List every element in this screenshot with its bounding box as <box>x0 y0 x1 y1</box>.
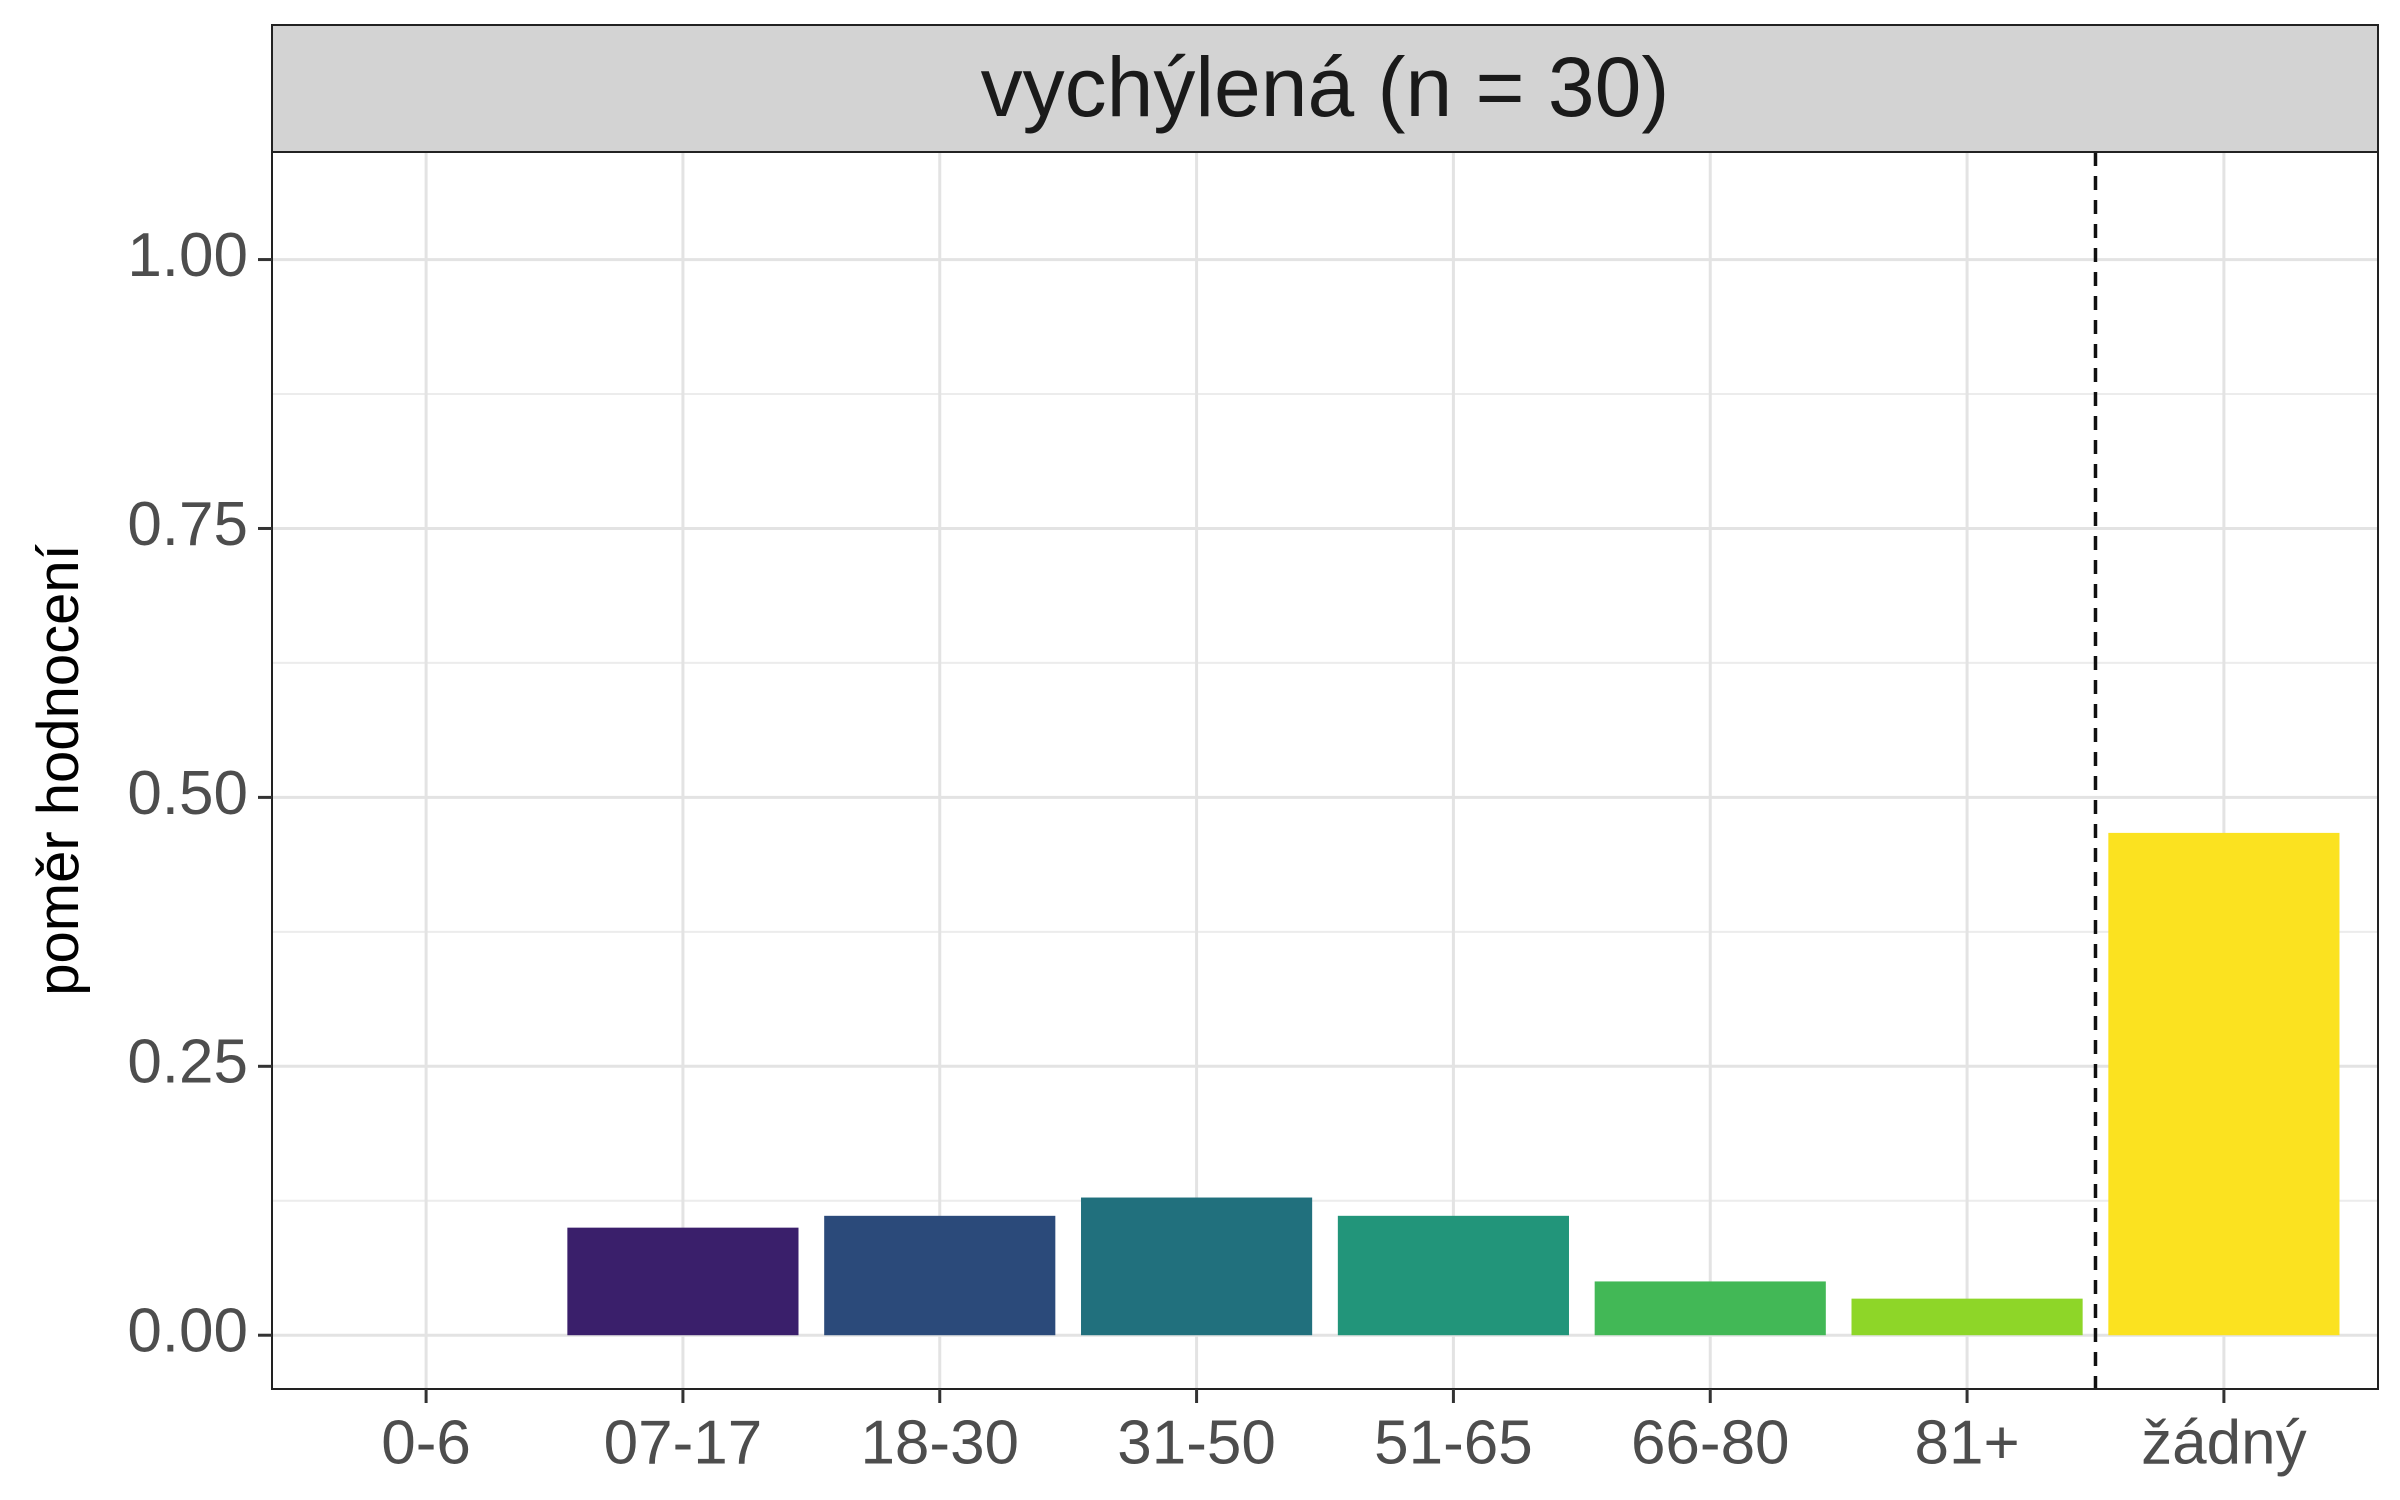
plot-border <box>271 151 2379 1390</box>
grid-lines <box>272 152 2378 1389</box>
y-tick-label: 1.00 <box>127 221 248 290</box>
bar-31-50 <box>1081 1197 1313 1336</box>
y-tick-label: 0.25 <box>127 1028 248 1097</box>
x-tick-label: 0-6 <box>381 1408 471 1477</box>
facet-strip <box>271 24 2379 153</box>
bar-51-65 <box>1337 1215 1569 1336</box>
bar-81+ <box>1851 1298 2083 1336</box>
bar-66-80 <box>1594 1281 1826 1336</box>
y-tick-label: 0.75 <box>127 490 248 559</box>
bars <box>567 832 2340 1336</box>
plot-panel <box>272 152 2378 1389</box>
chart-title: vychýlená (n = 30) <box>981 40 1670 134</box>
bar-07-17 <box>567 1227 799 1336</box>
y-axis: 0.00 0.25 0.50 0.75 1.00 <box>127 221 272 1366</box>
x-tick-label: 18-30 <box>860 1408 1019 1477</box>
y-axis-label: poměr hodnocení <box>26 544 91 995</box>
x-tick-label: 07-17 <box>604 1408 763 1477</box>
x-tick-label: 31-50 <box>1117 1408 1276 1477</box>
x-tick-label: 66-80 <box>1631 1408 1790 1477</box>
x-tick-label: žádný <box>2141 1408 2306 1477</box>
y-tick-label: 0.00 <box>127 1297 248 1366</box>
bar-žádný <box>2108 832 2340 1336</box>
x-tick-label: 81+ <box>1914 1408 2019 1477</box>
y-tick-label: 0.50 <box>127 759 248 828</box>
bar-18-30 <box>824 1215 1056 1336</box>
x-tick-label: 51-65 <box>1374 1408 1533 1477</box>
x-axis: 0-6 07-17 18-30 31-50 51-65 66-80 81+ žádný <box>381 1389 2307 1477</box>
